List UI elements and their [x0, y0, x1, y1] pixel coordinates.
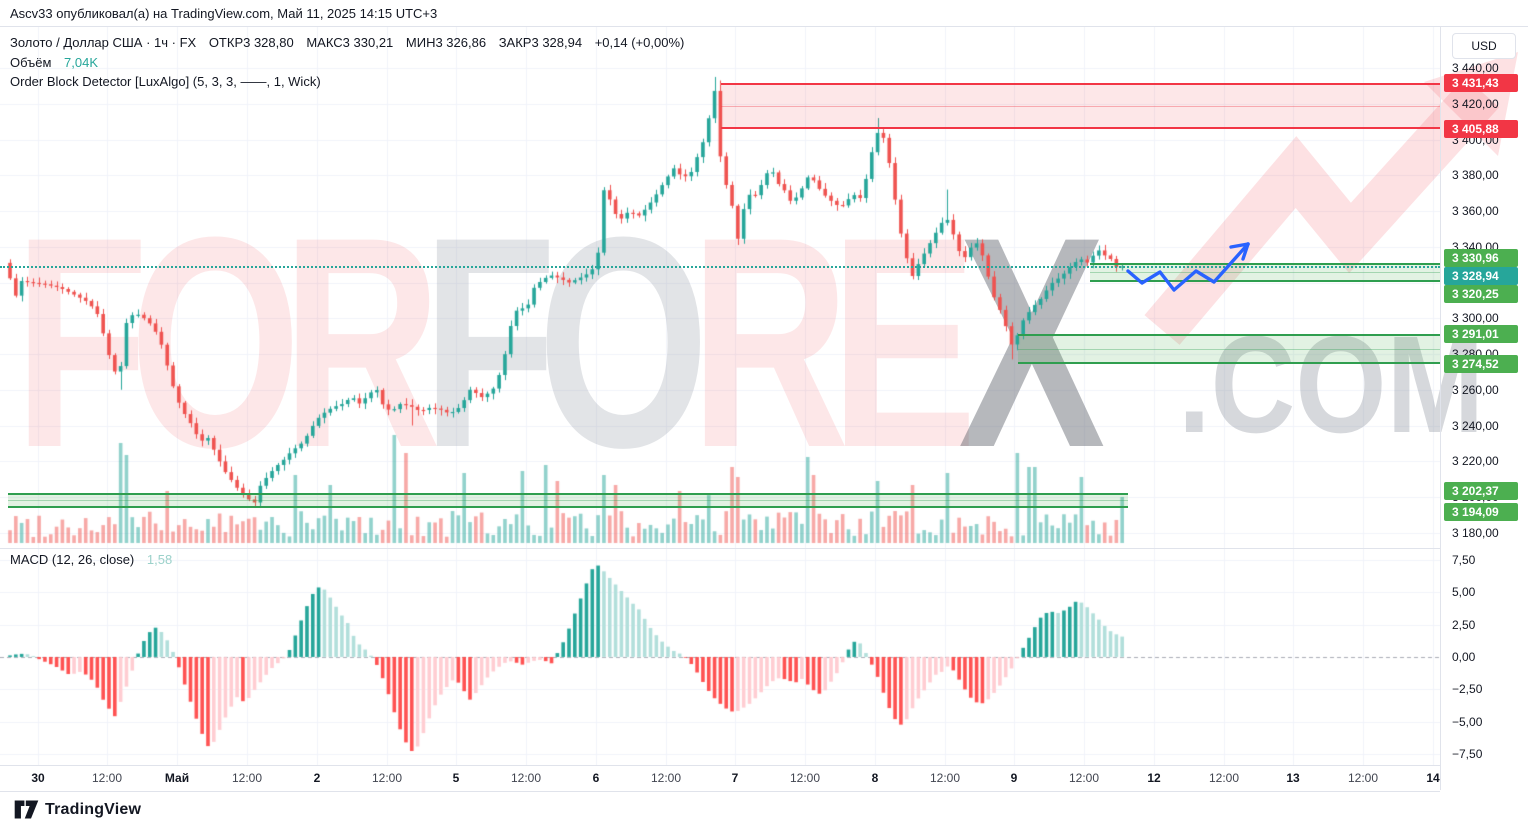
macd-tick-label: 0,00: [1452, 650, 1476, 664]
tradingview-logo[interactable]: TradingView: [14, 799, 141, 820]
snapshot-title: Ascv33 опубликовал(а) на TradingView.com…: [10, 6, 438, 21]
high-value: 3 330,21: [342, 35, 394, 50]
time-tick-label: 12:00: [510, 771, 542, 785]
current-price-line: [0, 265, 1440, 268]
macd-tick-label: 7,50: [1452, 553, 1476, 568]
time-tick-label: 12:00: [91, 771, 123, 785]
price-badge: 3 330,96: [1444, 248, 1518, 267]
time-tick-label: 12:00: [1068, 771, 1100, 785]
time-tick-label: 12:00: [789, 771, 821, 785]
order-block-mid-line: [8, 500, 1128, 502]
price-badge: 3 405,88: [1444, 119, 1518, 138]
macd-value: 1,58: [146, 552, 173, 567]
time-tick-label: 9: [1010, 771, 1018, 785]
volume-label: Объём: [10, 55, 52, 70]
open-label: ОТКР: [208, 35, 244, 50]
close-value: 3 328,94: [531, 35, 583, 50]
bottom-separator: [0, 791, 1440, 792]
time-tick-label: 14: [1426, 771, 1440, 785]
bullish-order-block: [1090, 262, 1440, 283]
time-tick-label: 7: [731, 771, 739, 785]
price-chart-canvas[interactable]: [0, 27, 1440, 765]
snapshot-header: Ascv33 опубликовал(а) на TradingView.com…: [0, 0, 1528, 27]
price-badge: 3 202,37: [1444, 481, 1518, 500]
time-tick-label: 12:00: [371, 771, 403, 785]
time-tick-label: 8: [871, 771, 879, 785]
price-tick-label: 3 240,00: [1452, 418, 1499, 433]
change-value: +0,14 (+0,00%): [594, 35, 685, 50]
bullish-order-block: [1018, 334, 1440, 364]
tradingview-logo-icon: [14, 800, 39, 819]
time-tick-label: 12: [1147, 771, 1161, 785]
time-tick-label: 12:00: [1208, 771, 1240, 785]
symbol-title: Золото / Доллар США · 1ч · FX: [10, 35, 197, 50]
symbol-legend-row[interactable]: Золото / Доллар США · 1ч · FX ОТКР3 328,…: [10, 35, 684, 50]
price-tick-label: 3 360,00: [1452, 204, 1499, 218]
price-tick-label: 3 220,00: [1452, 454, 1499, 469]
time-tick-label: 12:00: [1347, 771, 1379, 785]
bearish-order-block: [721, 83, 1440, 129]
price-badge: 3 291,01: [1444, 325, 1518, 344]
price-tick-label: 3 180,00: [1452, 525, 1499, 540]
low-label: МИН: [405, 35, 436, 50]
volume-legend-row[interactable]: Объём 7,04K: [10, 55, 98, 70]
price-tick-label: 3 300,00: [1452, 311, 1499, 326]
order-block-mid-line: [1090, 272, 1440, 274]
time-tick-label: 13: [1286, 771, 1300, 785]
price-tick-label: 3 260,00: [1452, 382, 1499, 397]
pane-separator[interactable]: [0, 548, 1440, 549]
bullish-order-block: [8, 492, 1128, 508]
price-badge: 3 274,52: [1444, 354, 1518, 373]
macd-tick-label: −2,50: [1452, 682, 1483, 697]
time-tick-label: 12:00: [650, 771, 682, 785]
time-tick-label: 5: [452, 771, 460, 785]
time-tick-label: Май: [164, 771, 190, 785]
macd-tick-label: −7,50: [1452, 746, 1483, 761]
volume-value: 7,04K: [64, 55, 99, 70]
time-tick-label: 12:00: [231, 771, 263, 785]
price-badge: 3 328,94: [1444, 266, 1518, 285]
price-axis-separator: [1440, 27, 1441, 790]
price-tick-label: 3 380,00: [1452, 168, 1499, 183]
price-tick-label: 3 420,00: [1452, 96, 1499, 111]
time-tick-label: 30: [31, 771, 45, 785]
macd-tick-label: −5,00: [1452, 714, 1483, 729]
price-badge: 3 431,43: [1444, 74, 1518, 93]
price-badge: 3 320,25: [1444, 285, 1518, 304]
price-badge: 3 194,09: [1444, 502, 1518, 521]
order-block-mid-line: [1018, 349, 1440, 351]
tradingview-logo-text: TradingView: [45, 800, 142, 818]
time-tick-label: 6: [592, 771, 600, 785]
low-value: 3 326,86: [435, 35, 487, 50]
orderblock-indicator-label: Order Block Detector [LuxAlgo] (5, 3, 3,…: [10, 74, 321, 89]
high-label: МАКС: [306, 35, 343, 50]
macd-tick-label: 2,50: [1452, 617, 1476, 632]
time-tick-label: 12:00: [929, 771, 961, 785]
currency-button[interactable]: USD: [1452, 33, 1516, 59]
close-label: ЗАКР: [498, 35, 532, 50]
order-block-mid-line: [721, 106, 1440, 108]
time-tick-label: 2: [313, 771, 321, 785]
price-tick-label: 3 440,00: [1452, 61, 1499, 75]
open-value: 3 328,80: [243, 35, 294, 50]
macd-legend-row[interactable]: MACD (12, 26, close) 1,58: [10, 552, 172, 567]
macd-label: MACD (12, 26, close): [10, 552, 135, 567]
time-axis-separator: [0, 765, 1440, 766]
macd-tick-label: 5,00: [1452, 585, 1476, 600]
orderblock-legend-row[interactable]: Order Block Detector [LuxAlgo] (5, 3, 3,…: [10, 74, 321, 89]
